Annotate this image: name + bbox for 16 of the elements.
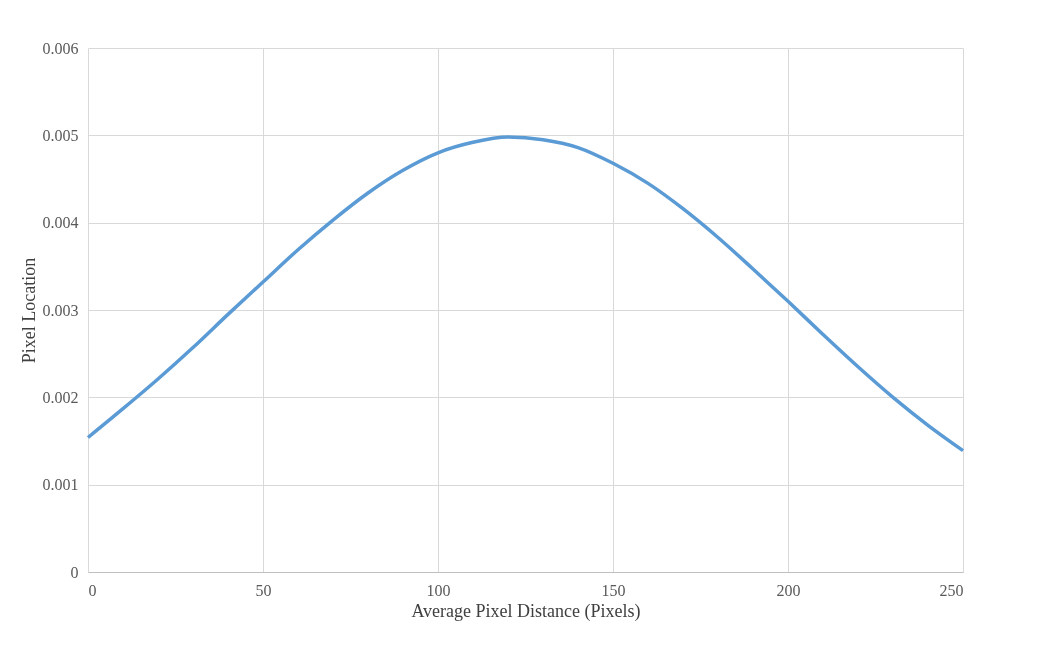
y-tick-label: 0.006: [42, 39, 79, 57]
y-tick-label: 0: [70, 563, 79, 581]
y-axis-title: Pixel Location: [18, 257, 39, 364]
line-series: [86, 135, 965, 453]
x-tick-label: 200: [776, 581, 801, 599]
y-tick-label: 0.002: [42, 388, 79, 406]
y-tick-label: 0.003: [42, 301, 79, 319]
y-tick-label: 0.005: [42, 126, 79, 144]
x-tick-label: 250: [939, 581, 964, 599]
y-tick-label: 0.004: [42, 214, 79, 232]
x-axis-title: Average Pixel Distance (Pixels): [411, 600, 641, 622]
x-tick-label: 0: [88, 581, 97, 599]
x-tick-label: 150: [601, 581, 626, 599]
x-tick-label: 50: [255, 581, 272, 599]
x-tick-label: 100: [426, 581, 451, 599]
y-tick-label: 0.001: [42, 476, 79, 494]
